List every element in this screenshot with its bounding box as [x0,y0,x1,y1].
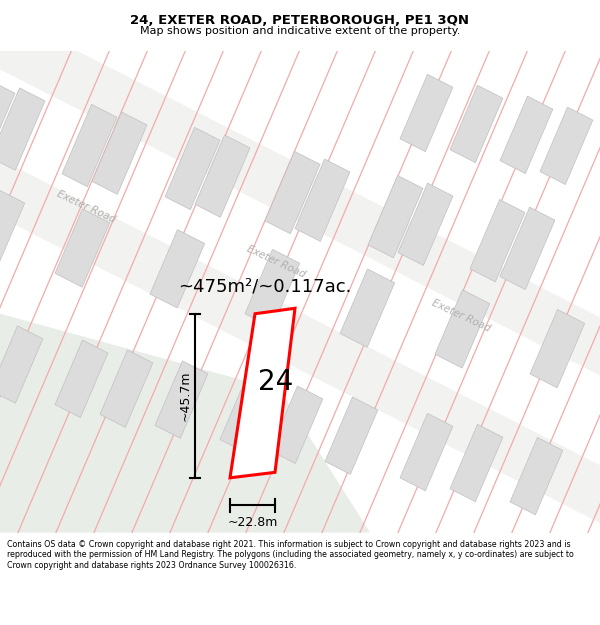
Polygon shape [340,269,395,348]
Polygon shape [400,413,453,491]
Polygon shape [510,438,563,515]
Text: ~475m²/~0.117ac.: ~475m²/~0.117ac. [178,278,352,296]
Polygon shape [470,199,525,282]
Polygon shape [245,249,299,328]
Polygon shape [150,229,205,308]
Polygon shape [270,386,323,463]
Text: ~22.8m: ~22.8m [227,516,278,529]
Polygon shape [435,290,490,368]
Polygon shape [398,183,453,266]
Polygon shape [0,88,45,170]
Polygon shape [500,96,553,174]
Text: 24: 24 [258,368,293,396]
Polygon shape [195,135,250,218]
Polygon shape [92,112,147,194]
Polygon shape [295,159,350,241]
Polygon shape [450,424,503,502]
Text: ~45.7m: ~45.7m [179,371,191,421]
Polygon shape [62,104,117,187]
Polygon shape [500,207,555,289]
Polygon shape [0,189,25,268]
Text: Exeter Road: Exeter Road [55,189,117,224]
Polygon shape [530,309,584,388]
Polygon shape [265,151,320,234]
Polygon shape [400,74,453,152]
Polygon shape [325,397,378,474]
Text: Contains OS data © Crown copyright and database right 2021. This information is : Contains OS data © Crown copyright and d… [7,540,574,570]
Polygon shape [450,85,503,162]
Polygon shape [540,107,593,184]
Polygon shape [220,375,273,452]
Polygon shape [165,127,220,209]
Text: Map shows position and indicative extent of the property.: Map shows position and indicative extent… [140,26,460,36]
Polygon shape [55,209,110,287]
Polygon shape [0,80,15,162]
Text: Exeter Road: Exeter Road [245,243,307,279]
Polygon shape [0,326,43,403]
Polygon shape [230,308,295,478]
Text: Exeter Road: Exeter Road [430,298,492,334]
Polygon shape [368,176,423,258]
Polygon shape [155,361,208,438]
Polygon shape [100,350,153,428]
Polygon shape [55,340,108,418]
Polygon shape [0,314,370,532]
Text: 24, EXETER ROAD, PETERBOROUGH, PE1 3QN: 24, EXETER ROAD, PETERBOROUGH, PE1 3QN [131,14,470,27]
